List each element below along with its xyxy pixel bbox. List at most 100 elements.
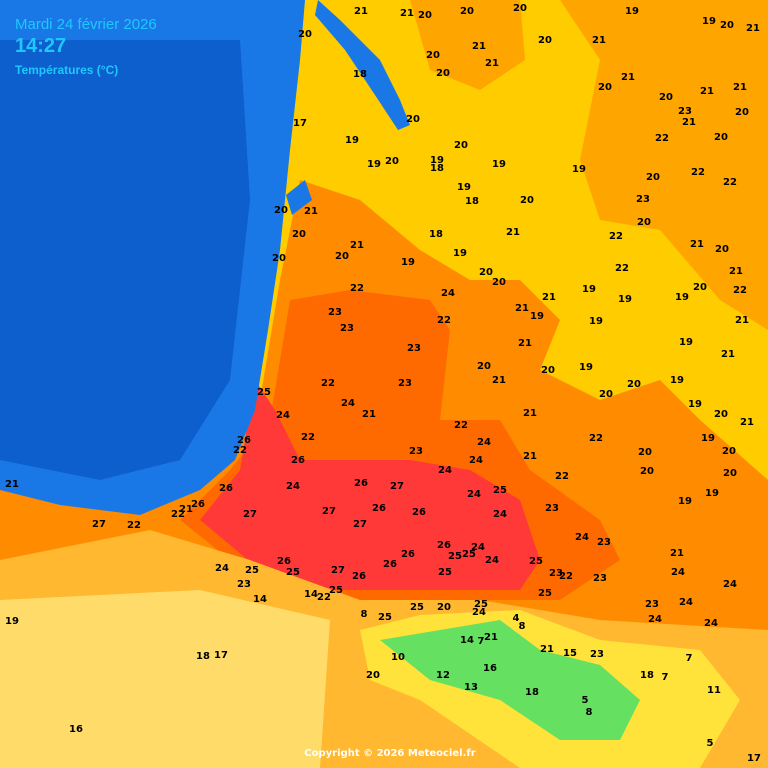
temperature-label: 19 bbox=[430, 155, 444, 166]
temperature-label: 22 bbox=[171, 509, 185, 520]
temperature-label: 22 bbox=[609, 231, 623, 242]
temperature-label: 10 bbox=[391, 652, 405, 663]
temperature-label: 21 bbox=[670, 548, 684, 559]
temperature-label: 25 bbox=[257, 387, 271, 398]
temperature-label: 24 bbox=[704, 618, 718, 629]
temperature-label: 19 bbox=[688, 399, 702, 410]
temperature-label: 19 bbox=[618, 294, 632, 305]
temperature-label: 21 bbox=[735, 315, 749, 326]
temperature-label: 22 bbox=[615, 263, 629, 274]
temperature-label: 25 bbox=[529, 556, 543, 567]
temperature-label: 25 bbox=[448, 551, 462, 562]
temperature-label: 25 bbox=[438, 567, 452, 578]
temperature-label: 25 bbox=[538, 588, 552, 599]
temperature-label: 26 bbox=[352, 571, 366, 582]
temperature-label: 19 bbox=[453, 248, 467, 259]
temperature-label: 26 bbox=[383, 559, 397, 570]
temperature-label: 24 bbox=[438, 465, 452, 476]
temperature-label: 25 bbox=[462, 549, 476, 560]
zone-peaks bbox=[380, 620, 640, 740]
temperature-label: 18 bbox=[353, 69, 367, 80]
date: Mardi 24 février 2026 bbox=[15, 16, 157, 33]
temperature-label: 20 bbox=[272, 253, 286, 264]
temperature-label: 27 bbox=[353, 519, 367, 530]
temperature-label: 21 bbox=[485, 58, 499, 69]
temperature-label: 20 bbox=[541, 365, 555, 376]
temperature-label: 21 bbox=[682, 117, 696, 128]
temperature-label: 23 bbox=[545, 503, 559, 514]
temperature-label: 20 bbox=[659, 92, 673, 103]
temperature-label: 21 bbox=[518, 338, 532, 349]
temperature-label: 11 bbox=[707, 685, 721, 696]
temperature-label: 22 bbox=[301, 432, 315, 443]
temperature-label: 20 bbox=[714, 409, 728, 420]
temperature-label: 24 bbox=[485, 555, 499, 566]
temperature-label: 23 bbox=[590, 649, 604, 660]
estuary bbox=[315, 0, 410, 130]
temperature-label: 20 bbox=[437, 602, 451, 613]
temperature-label: 26 bbox=[401, 549, 415, 560]
temperature-label: 21 bbox=[690, 239, 704, 250]
temperature-label: 20 bbox=[714, 132, 728, 143]
temperature-label: 19 bbox=[5, 616, 19, 627]
temperature-label: 20 bbox=[735, 107, 749, 118]
temperature-label: 19 bbox=[572, 164, 586, 175]
temperature-label: 23 bbox=[398, 378, 412, 389]
zone-hottest bbox=[200, 380, 540, 590]
zone-spain bbox=[0, 590, 330, 768]
temperature-label: 25 bbox=[474, 599, 488, 610]
temperature-label: 21 bbox=[400, 8, 414, 19]
temperature-label: 20 bbox=[385, 156, 399, 167]
temperature-label: 20 bbox=[538, 35, 552, 46]
temperature-label: 24 bbox=[341, 398, 355, 409]
temperature-label: 26 bbox=[191, 499, 205, 510]
temperature-label: 26 bbox=[237, 435, 251, 446]
temperature-label: 26 bbox=[354, 478, 368, 489]
zone-warm bbox=[560, 0, 768, 330]
temperature-label: 20 bbox=[513, 3, 527, 14]
temperature-label: 19 bbox=[670, 375, 684, 386]
temperature-label: 16 bbox=[483, 663, 497, 674]
temperature-label: 24 bbox=[679, 597, 693, 608]
temperature-label: 18 bbox=[640, 670, 654, 681]
temperature-label: 18 bbox=[429, 229, 443, 240]
temperature-label: 24 bbox=[723, 579, 737, 590]
temperature-label: 22 bbox=[233, 445, 247, 456]
temperature-label: 24 bbox=[472, 607, 486, 618]
temperature-label: 5 bbox=[582, 695, 589, 706]
temperature-label: 20 bbox=[715, 244, 729, 255]
temperature-label: 14 bbox=[304, 589, 318, 600]
temperature-label: 20 bbox=[720, 20, 734, 31]
temperature-label: 24 bbox=[493, 509, 507, 520]
temperature-label: 24 bbox=[215, 563, 229, 574]
temperature-label: 24 bbox=[286, 481, 300, 492]
temperature-label: 19 bbox=[367, 159, 381, 170]
temperature-label: 26 bbox=[412, 507, 426, 518]
temperature-label: 20 bbox=[520, 195, 534, 206]
temperature-label: 23 bbox=[636, 194, 650, 205]
temperature-label: 21 bbox=[729, 266, 743, 277]
temperature-label: 21 bbox=[515, 303, 529, 314]
temperature-label: 17 bbox=[747, 753, 761, 764]
temperature-label: 19 bbox=[702, 16, 716, 27]
temperature-label: 8 bbox=[361, 609, 368, 620]
temperature-label: 20 bbox=[477, 361, 491, 372]
deep-ocean bbox=[0, 40, 250, 480]
temperature-label: 22 bbox=[691, 167, 705, 178]
temperature-label: 23 bbox=[645, 599, 659, 610]
temperature-label: 21 bbox=[540, 644, 554, 655]
temperature-label: 7 bbox=[686, 653, 693, 664]
temperature-label: 21 bbox=[472, 41, 486, 52]
temperature-label: 21 bbox=[592, 35, 606, 46]
temperature-label: 21 bbox=[354, 6, 368, 17]
temperature-label: 22 bbox=[555, 471, 569, 482]
temperature-label: 25 bbox=[378, 612, 392, 623]
temperature-label: 20 bbox=[274, 205, 288, 216]
temperature-label: 22 bbox=[723, 177, 737, 188]
temperature-label: 22 bbox=[350, 283, 364, 294]
temperature-label: 24 bbox=[441, 288, 455, 299]
time: 14:27 bbox=[15, 35, 66, 57]
temperature-label: 21 bbox=[542, 292, 556, 303]
temperature-label: 23 bbox=[340, 323, 354, 334]
